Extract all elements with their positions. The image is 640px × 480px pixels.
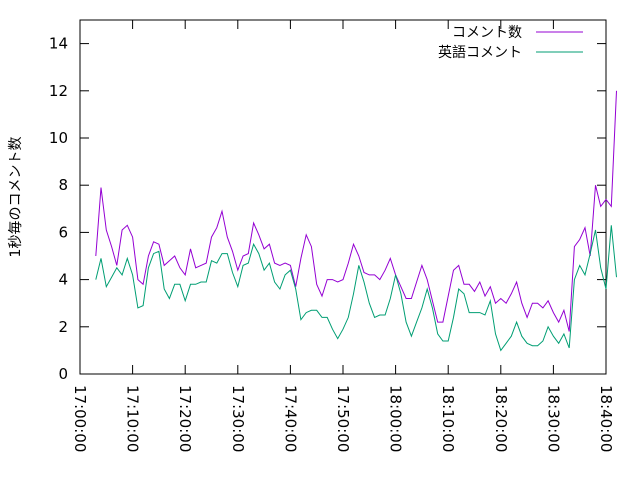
legend-label: 英語コメント: [438, 44, 522, 61]
plot-frame: [79, 19, 607, 375]
legend-label: コメント数: [452, 25, 522, 41]
x-tick-label: 18:10:00: [439, 385, 457, 452]
x-tick-label: 18:30:00: [544, 385, 562, 452]
x-tick-label: 17:20:00: [176, 385, 194, 452]
x-tick-label: 17:10:00: [124, 385, 142, 452]
y-tick-label: 6: [58, 223, 68, 241]
x-axis: 17:00:00 17:10:00 17:20:00 17:30:00 17:40:00…: [71, 20, 615, 452]
x-tick-label: 17:30:00: [229, 385, 247, 452]
y-tick-label: 14: [49, 35, 68, 53]
series-layer: [95, 90, 617, 352]
series-line-2: [95, 225, 617, 352]
series-line-1: [95, 90, 617, 332]
y-tick-label: 12: [49, 82, 68, 100]
y-axis-title: 1秒毎のコメント数: [8, 137, 24, 258]
x-tick-label: 18:20:00: [492, 385, 510, 452]
y-tick-label: 4: [58, 271, 68, 289]
x-tick-label: 17:00:00: [71, 385, 89, 452]
x-tick-label: 17:50:00: [334, 385, 352, 452]
x-tick-label: 18:40:00: [597, 385, 615, 452]
y-tick-label: 2: [58, 318, 68, 336]
x-tick-label: 18:00:00: [387, 385, 405, 452]
y-tick-label: 10: [49, 129, 68, 147]
y-axis: 0 2 4 6 8 10 12 14: [49, 35, 606, 383]
x-tick-label: 17:40:00: [281, 385, 299, 452]
y-tick-label: 0: [58, 365, 68, 383]
y-tick-label: 8: [58, 176, 68, 194]
